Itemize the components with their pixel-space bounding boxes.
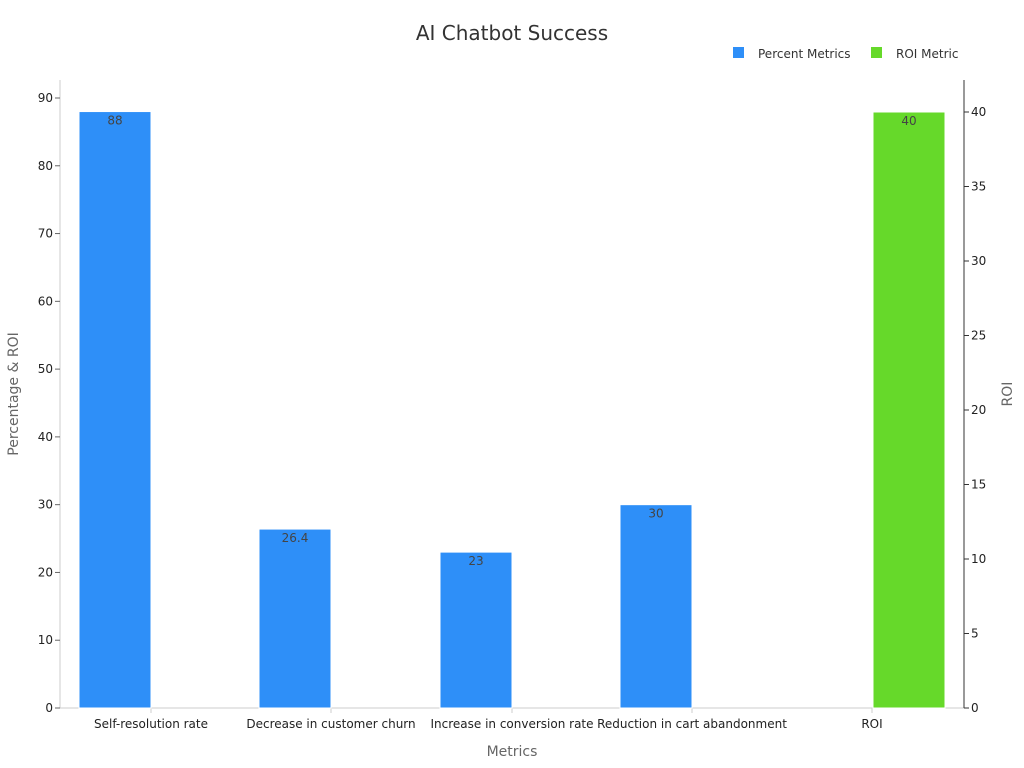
y-tick-label: 30 bbox=[38, 498, 53, 512]
bar-percent-2 bbox=[439, 551, 513, 709]
x-axis-title: Metrics bbox=[487, 744, 538, 760]
y2-axis-title: ROI bbox=[1000, 382, 1016, 407]
bar-percent-1 bbox=[258, 528, 332, 709]
y2-tick-label: 10 bbox=[971, 552, 986, 566]
y2-tick-label: 35 bbox=[971, 180, 986, 194]
legend-label-percent-metrics: Percent Metrics bbox=[758, 47, 851, 61]
y2-tick-label: 5 bbox=[971, 627, 979, 641]
y-axis-title: Percentage & ROI bbox=[6, 332, 22, 455]
y-tick-label: 70 bbox=[38, 227, 53, 241]
bar-value-label: 23 bbox=[468, 554, 483, 568]
y-tick-label: 10 bbox=[38, 633, 53, 647]
bars bbox=[78, 111, 946, 709]
bar-percent-3 bbox=[619, 504, 693, 709]
bar-value-label: 30 bbox=[648, 507, 663, 521]
y-tick-label: 60 bbox=[38, 294, 53, 308]
legend: Percent Metrics ROI Metric bbox=[733, 47, 958, 61]
chart-title: AI Chatbot Success bbox=[416, 21, 608, 45]
bar-value-label: 26.4 bbox=[282, 531, 309, 545]
legend-label-roi-metric: ROI Metric bbox=[896, 47, 958, 61]
y-tick-label: 40 bbox=[38, 430, 53, 444]
y2-tick-label: 0 bbox=[971, 701, 979, 715]
x-tick-label: ROI bbox=[861, 717, 882, 731]
bar-roi-4 bbox=[872, 111, 946, 709]
legend-swatch-roi-metric bbox=[871, 47, 882, 58]
data-labels: 88 26.4 23 30 40 bbox=[107, 114, 916, 569]
x-tick-label: Increase in conversion rate bbox=[430, 717, 593, 731]
legend-swatch-percent-metrics bbox=[733, 47, 744, 58]
y2-tick-label: 40 bbox=[971, 105, 986, 119]
y2-tick-label: 25 bbox=[971, 329, 986, 343]
y-tick-label: 50 bbox=[38, 362, 53, 376]
y2-tick-label: 20 bbox=[971, 403, 986, 417]
x-tick-label: Self-resolution rate bbox=[94, 717, 208, 731]
bar-value-label: 88 bbox=[107, 114, 122, 128]
x-tick-label: Decrease in customer churn bbox=[246, 717, 415, 731]
y-tick-label: 80 bbox=[38, 159, 53, 173]
bar-percent-0 bbox=[78, 111, 152, 709]
bar-value-label: 40 bbox=[901, 114, 916, 128]
axes: 0 10 20 30 40 50 60 70 80 90 0 5 10 15 20 25 30 35 40 Self-… bbox=[38, 80, 986, 731]
x-tick-label: Reduction in cart abandonment bbox=[597, 717, 787, 731]
y2-tick-label: 15 bbox=[971, 478, 986, 492]
y-tick-label: 0 bbox=[45, 701, 53, 715]
y-tick-label: 90 bbox=[38, 91, 53, 105]
y2-tick-label: 30 bbox=[971, 254, 986, 268]
y-tick-label: 20 bbox=[38, 565, 53, 579]
